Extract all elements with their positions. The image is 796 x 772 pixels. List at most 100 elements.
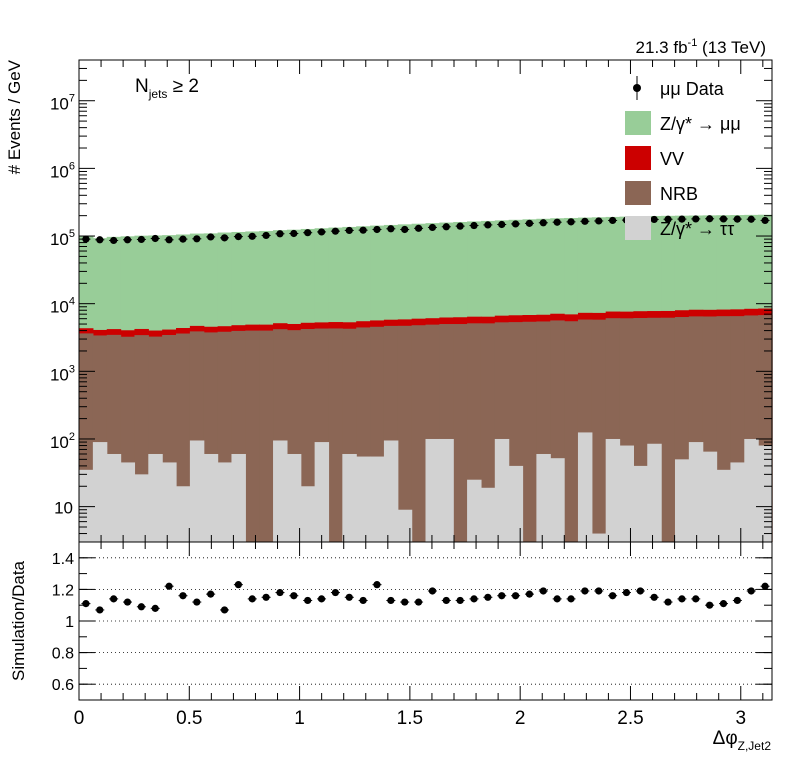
data-point — [761, 216, 769, 225]
ratio-point — [428, 587, 437, 595]
ratio-point — [304, 596, 312, 605]
series-ztautau — [79, 432, 773, 542]
data-point — [207, 233, 215, 241]
lumi-suffix: (13 TeV) — [697, 38, 766, 57]
ratio-point — [609, 592, 617, 600]
data-point — [678, 215, 686, 223]
bar-ztautau — [633, 465, 648, 542]
njets-main: N — [135, 76, 149, 97]
bar-nrb — [661, 317, 676, 542]
njets-annotation: Njets ≥ 2 — [135, 76, 199, 101]
bar-ztautau — [536, 453, 551, 542]
ratio-point — [733, 596, 741, 605]
bar-ztautau — [300, 486, 316, 542]
data-point — [747, 215, 755, 223]
bar-ztautau — [217, 462, 233, 542]
bar-ztautau — [591, 533, 607, 542]
bar-nrb — [328, 328, 343, 542]
luminosity-label: 21.3 fb-1 (13 TeV) — [636, 37, 766, 57]
ratio-point — [581, 587, 589, 595]
data-point — [345, 226, 353, 235]
x-tick-label: 1 — [294, 708, 305, 729]
data-point — [123, 236, 132, 244]
data-point — [581, 217, 589, 225]
legend-swatch — [625, 111, 651, 135]
bar-ztautau — [79, 469, 94, 542]
y-tick-label: 103 — [50, 363, 75, 384]
bar-nrb — [411, 325, 427, 542]
ratio-point — [151, 604, 159, 612]
bar-ztautau — [494, 438, 510, 542]
y-tick-label: 106 — [50, 160, 75, 181]
data-point — [553, 218, 561, 226]
bar-ztautau — [730, 462, 745, 542]
njets-condition: ≥ 2 — [167, 76, 199, 97]
y-tick-mantissa: 10 — [50, 230, 69, 249]
stacked-histogram — [79, 214, 773, 543]
x-tick-label: 2 — [515, 708, 526, 729]
bar-ztautau — [716, 469, 732, 542]
bar-ztautau — [189, 440, 205, 542]
y-tick-label: 10 — [54, 499, 73, 518]
data-point — [304, 229, 312, 237]
x-axis-title-main: Δφ — [713, 728, 738, 749]
y-tick-mantissa: 10 — [50, 95, 69, 114]
y-tick-label: 105 — [50, 228, 75, 249]
y-axis-title: # Events / GeV — [5, 59, 24, 174]
bar-ztautau — [286, 453, 302, 542]
data-point — [733, 215, 741, 223]
data-point — [428, 223, 437, 232]
data-point — [595, 217, 603, 225]
legend-item-vv: VV — [625, 146, 684, 170]
data-point — [234, 233, 242, 241]
bar-ztautau — [314, 442, 330, 542]
bar-ztautau — [674, 459, 690, 542]
y-tick-label: 107 — [50, 93, 75, 114]
x-tick-label: 2.5 — [617, 708, 643, 729]
data-point — [470, 221, 478, 230]
y-tick-label: 102 — [50, 431, 75, 452]
legend-marker — [633, 84, 641, 92]
bar-ztautau — [148, 453, 163, 542]
data-point — [193, 235, 201, 243]
ratio-point — [484, 593, 492, 601]
x-tick-label: 0 — [74, 708, 85, 729]
bar-ztautau — [688, 442, 704, 542]
ratio-point — [193, 598, 201, 606]
legend-label: Z/γ* → μμ — [660, 114, 741, 134]
ratio-point — [96, 606, 104, 614]
ratio-point — [387, 596, 395, 605]
data-point — [692, 215, 700, 223]
lumi-prefix: 21.3 fb — [636, 38, 688, 57]
ratio-point — [622, 588, 631, 597]
bar-ztautau — [605, 438, 621, 542]
y-tick-exponent: 4 — [69, 296, 75, 308]
y-tick-mantissa: 10 — [50, 433, 69, 452]
y-tick-exponent: 5 — [69, 228, 75, 240]
data-point — [387, 225, 395, 233]
ratio-point — [539, 587, 547, 595]
bar-ztautau — [106, 453, 122, 542]
y-tick-exponent: 3 — [69, 363, 75, 375]
data-point — [511, 220, 520, 228]
bar-ztautau — [647, 443, 662, 542]
legend-swatch — [625, 146, 651, 170]
x-tick-label: 0.5 — [176, 708, 202, 729]
ratio-point — [290, 592, 298, 600]
bar-ztautau — [383, 440, 399, 542]
bar-ztautau — [92, 442, 108, 542]
data-point — [137, 235, 145, 244]
ratio-point — [761, 582, 769, 590]
data-point — [248, 232, 256, 240]
bar-ztautau — [397, 509, 413, 542]
bar-ztautau — [162, 462, 177, 542]
legend-item-data: μμ Data — [633, 76, 725, 100]
ratio-point — [678, 595, 686, 603]
y-tick-exponent: 2 — [69, 431, 75, 443]
ratio-y-tick-label: 0.8 — [52, 646, 74, 663]
ratio-point — [248, 595, 256, 603]
y-tick-mantissa: 10 — [50, 162, 69, 181]
ratio-point — [511, 592, 520, 600]
data-point — [414, 224, 423, 232]
ratio-point — [234, 581, 242, 589]
